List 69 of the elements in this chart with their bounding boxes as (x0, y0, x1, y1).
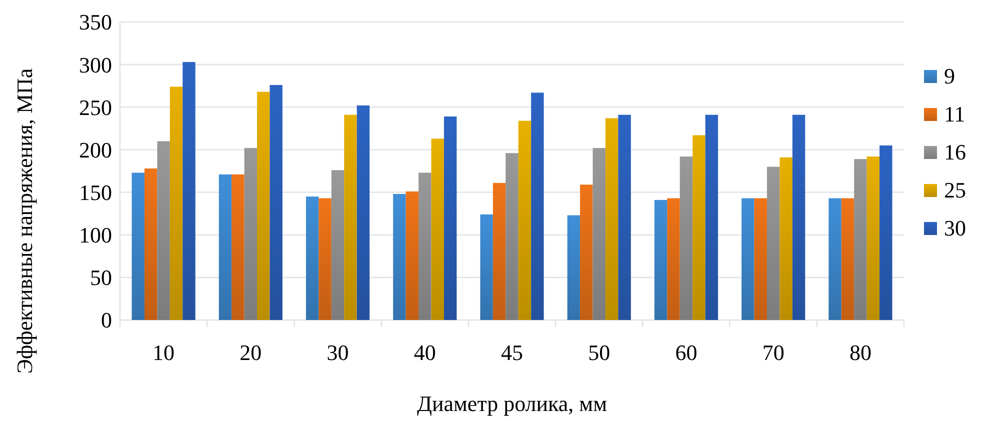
bar (418, 172, 432, 320)
x-tick-label: 30 (326, 340, 349, 365)
bar (318, 198, 332, 320)
bar (232, 174, 244, 320)
bar (692, 135, 706, 320)
legend-label: 16 (944, 140, 966, 165)
x-tick-label: 80 (849, 340, 872, 365)
legend-label: 9 (944, 64, 955, 89)
y-tick-label: 0 (101, 308, 112, 333)
bar (518, 120, 532, 320)
bar (841, 198, 854, 320)
bar (780, 157, 792, 320)
bar (580, 184, 593, 320)
bar (492, 182, 506, 320)
y-tick-label: 200 (79, 137, 112, 162)
bar (654, 200, 668, 320)
bar (244, 148, 258, 320)
bar (356, 105, 370, 320)
legend-label: 25 (944, 178, 966, 203)
bar (306, 196, 319, 320)
x-tick-label: 10 (152, 340, 175, 365)
bar (667, 198, 680, 320)
bar (393, 194, 406, 320)
legend-label: 11 (944, 102, 966, 127)
bar (182, 62, 196, 320)
bar (880, 145, 892, 320)
y-tick-label: 150 (79, 180, 112, 205)
x-tick-label: 60 (675, 340, 698, 365)
bar (828, 198, 842, 320)
bar (480, 214, 493, 320)
bar (506, 153, 518, 320)
bar (144, 168, 158, 320)
bar (605, 118, 618, 320)
bar (618, 114, 631, 320)
bar (866, 156, 880, 320)
bar (792, 114, 806, 320)
x-axis-title: Диаметр ролика, мм (416, 391, 608, 416)
bar (705, 114, 718, 320)
y-tick-label: 100 (79, 222, 112, 248)
x-tick-label: 45 (501, 340, 523, 365)
bar (157, 141, 170, 320)
y-tick-label: 50 (90, 265, 112, 290)
y-tick-label: 350 (79, 10, 112, 35)
bar (331, 170, 344, 320)
bar (754, 198, 767, 320)
bar (531, 92, 544, 320)
y-axis-title: Эффективные напряжения, МПа (12, 68, 37, 374)
bar (567, 215, 580, 320)
y-tick-label: 250 (79, 94, 112, 120)
bar (132, 172, 144, 320)
bar (257, 92, 270, 320)
bar (592, 148, 606, 320)
x-tick-label: 40 (414, 340, 436, 365)
bar (406, 191, 419, 320)
bar (431, 138, 444, 320)
bar (742, 198, 754, 320)
bar (270, 85, 282, 320)
bar (218, 174, 232, 320)
bar (344, 114, 357, 320)
x-tick-label: 50 (588, 340, 610, 365)
bar (854, 159, 867, 320)
legend-label: 30 (944, 216, 966, 241)
bar (444, 116, 457, 320)
x-tick-label: 20 (240, 340, 262, 365)
x-tick-label: 70 (762, 340, 784, 365)
bar (680, 156, 693, 320)
bar (766, 166, 780, 320)
y-tick-label: 300 (79, 52, 112, 78)
bar (170, 86, 183, 320)
